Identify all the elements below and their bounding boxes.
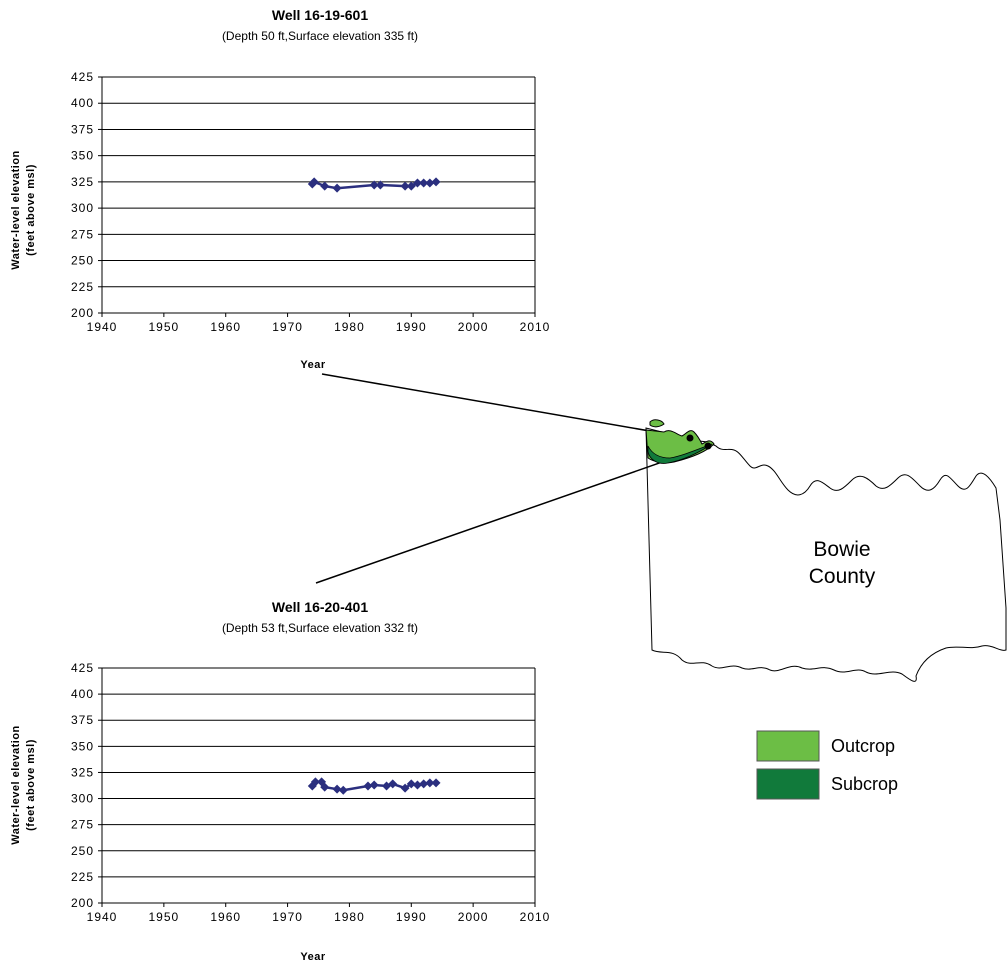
x-tick-labels: 1940 1950 1960 1970 1980 1990 2000 2010: [87, 320, 551, 334]
well-16-19-601-marker: [686, 434, 694, 442]
county-label-line2: County: [809, 565, 876, 588]
y-tick-label: 300: [71, 201, 94, 215]
y-tick-label: 225: [71, 870, 94, 884]
data-point: [406, 181, 416, 191]
bowie-county-map: Bowie County: [645, 419, 1007, 682]
x-axis-label: Year: [300, 951, 325, 963]
leader-line-well-16-20-401: [315, 445, 709, 584]
well-16-20-401-marker: [704, 442, 712, 450]
data-point: [332, 183, 342, 193]
leader-line-well-16-19-601: [321, 373, 691, 439]
legend-swatch-outcrop: [756, 730, 820, 762]
data-point: [332, 784, 342, 794]
data-point: [320, 782, 330, 792]
series-group: [307, 177, 441, 193]
data-point: [320, 181, 330, 191]
y-tick-label: 400: [71, 687, 94, 701]
county-label-line1: Bowie: [813, 538, 870, 561]
x-tick-label: 2010: [520, 910, 551, 924]
y-tick-label: 425: [71, 70, 94, 84]
x-tick-label: 1940: [87, 320, 118, 334]
y-tick-label: 325: [71, 765, 94, 779]
y-axis-label-units: (feet above msl): [25, 739, 37, 831]
y-tick-label: 375: [71, 713, 94, 727]
chart-well-16-19-601: Well 16-19-601 (Depth 50 ft,Surface elev…: [10, 7, 551, 371]
data-point: [425, 778, 435, 788]
x-tick-label: 1970: [272, 910, 303, 924]
x-tick-label: 2010: [520, 320, 551, 334]
data-point: [388, 779, 398, 789]
y-tick-label: 275: [71, 227, 94, 241]
y-tick-label: 375: [71, 122, 94, 136]
x-tick-label: 1960: [210, 320, 241, 334]
data-point: [412, 178, 422, 188]
chart-subtitle: (Depth 50 ft,Surface elevation 335 ft): [222, 29, 418, 43]
x-tick-label: 2000: [458, 910, 489, 924]
data-point: [431, 778, 441, 788]
outcrop-patch: [649, 419, 665, 428]
y-tick-label: 275: [71, 818, 94, 832]
y-tick-label: 250: [71, 254, 94, 268]
x-axis-label: Year: [300, 359, 325, 371]
y-tick-labels: 200 225 250 275 300 325 350 375 400 425: [71, 70, 94, 320]
gridlines: [98, 667, 536, 907]
x-tick-label: 1950: [149, 910, 180, 924]
data-point: [400, 181, 410, 191]
data-point: [425, 178, 435, 188]
y-tick-label: 350: [71, 739, 94, 753]
y-tick-label: 350: [71, 149, 94, 163]
data-point: [363, 781, 373, 791]
y-tick-label: 200: [71, 306, 94, 320]
legend-label-outcrop: Outcrop: [831, 736, 895, 756]
data-point: [310, 777, 320, 787]
data-point: [338, 785, 348, 795]
x-tick-label: 1990: [396, 910, 427, 924]
chart-title: Well 16-20-401: [272, 599, 368, 615]
y-tick-label: 225: [71, 280, 94, 294]
data-point: [412, 780, 422, 790]
y-tick-label: 250: [71, 844, 94, 858]
data-point: [369, 180, 379, 190]
subcrop-area: [647, 443, 713, 464]
x-tick-labels: 1940 1950 1960 1970 1980 1990 2000 2010: [87, 910, 551, 924]
map-legend: Outcrop Subcrop: [756, 730, 898, 800]
data-point: [419, 178, 429, 188]
chart-subtitle: (Depth 53 ft,Surface elevation 332 ft): [222, 621, 418, 635]
x-tick-label: 1950: [149, 320, 180, 334]
y-tick-labels: 200 225 250 275 300 325 350 375 400 425: [71, 661, 94, 910]
data-point: [375, 180, 385, 190]
x-tick-label: 1960: [210, 910, 241, 924]
data-point: [431, 177, 441, 187]
gridlines: [98, 76, 536, 317]
data-point: [309, 177, 319, 187]
x-tick-label: 1980: [334, 910, 365, 924]
data-point: [369, 780, 379, 790]
y-axis-label: Water-level elevation: [10, 150, 22, 270]
y-tick-label: 400: [71, 96, 94, 110]
county-outline: [645, 427, 1007, 682]
y-tick-label: 325: [71, 175, 94, 189]
x-tick-label: 2000: [458, 320, 489, 334]
y-tick-label: 425: [71, 661, 94, 675]
y-axis-label-units: (feet above msl): [25, 164, 37, 256]
data-point: [400, 783, 410, 793]
chart-well-16-20-401: Well 16-20-401 (Depth 53 ft,Surface elev…: [10, 599, 551, 963]
legend-swatch-subcrop: [756, 768, 820, 800]
y-tick-label: 200: [71, 896, 94, 910]
x-tick-label: 1940: [87, 910, 118, 924]
x-tick-label: 1990: [396, 320, 427, 334]
data-point: [419, 779, 429, 789]
data-point: [406, 779, 416, 789]
series-group: [307, 777, 441, 795]
x-tick-label: 1970: [272, 320, 303, 334]
x-tick-label: 1980: [334, 320, 365, 334]
y-tick-label: 300: [71, 792, 94, 806]
legend-label-subcrop: Subcrop: [831, 774, 898, 794]
chart-title: Well 16-19-601: [272, 7, 368, 23]
y-axis-label: Water-level elevation: [10, 725, 22, 845]
